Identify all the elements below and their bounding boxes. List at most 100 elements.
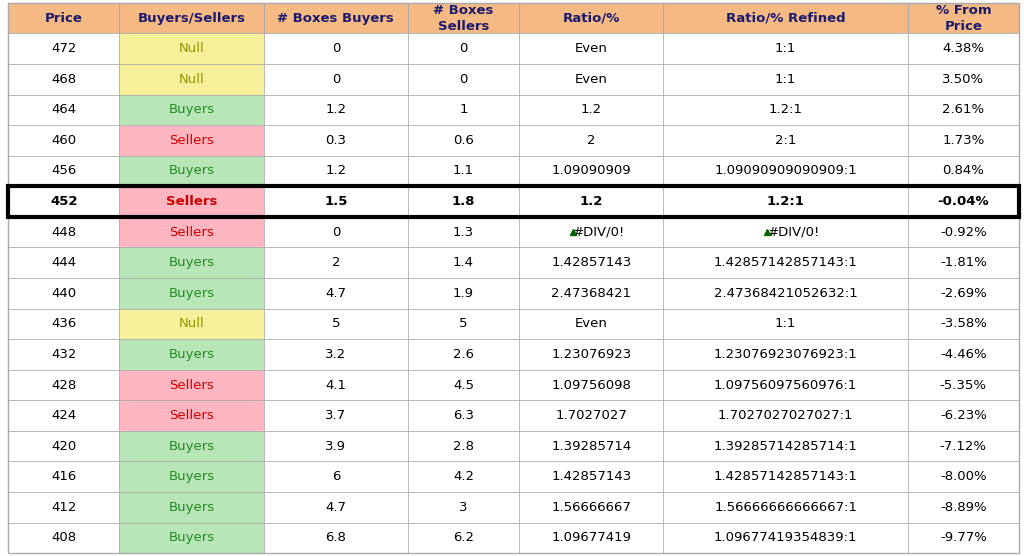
Bar: [408, 431, 519, 461]
Text: 1.3: 1.3: [453, 226, 474, 239]
Text: 4.2: 4.2: [453, 470, 474, 483]
Text: Even: Even: [574, 42, 607, 55]
Text: 6.8: 6.8: [326, 532, 346, 544]
Text: 1:1: 1:1: [775, 42, 797, 55]
Bar: [408, 33, 519, 64]
Text: 1.09090909: 1.09090909: [552, 165, 631, 177]
Bar: [519, 247, 664, 278]
Text: % From
Price: % From Price: [936, 3, 991, 33]
Bar: [908, 64, 1019, 95]
Text: Even: Even: [574, 317, 607, 330]
Text: 1.2: 1.2: [326, 103, 346, 116]
Bar: [908, 186, 1019, 217]
Text: 4.7: 4.7: [326, 501, 346, 514]
Bar: [908, 400, 1019, 431]
Text: 1.23076923: 1.23076923: [551, 348, 632, 361]
Bar: [263, 3, 408, 33]
Bar: [519, 492, 664, 523]
Text: # Boxes Buyers: # Boxes Buyers: [278, 12, 394, 24]
Bar: [408, 492, 519, 523]
Bar: [908, 278, 1019, 309]
Text: 1.7027027: 1.7027027: [555, 409, 628, 422]
Bar: [263, 156, 408, 186]
Text: 2:1: 2:1: [775, 134, 797, 147]
Text: 1.2:1: 1.2:1: [767, 195, 805, 208]
Bar: [908, 431, 1019, 461]
Text: 424: 424: [51, 409, 77, 422]
Text: 4.7: 4.7: [326, 287, 346, 300]
Text: Sellers: Sellers: [169, 134, 214, 147]
Text: 1.2: 1.2: [581, 103, 602, 116]
Text: #DIV/0!: #DIV/0!: [768, 226, 820, 239]
Text: Buyers: Buyers: [168, 103, 214, 116]
Bar: [119, 95, 263, 125]
Bar: [664, 33, 908, 64]
Text: 1.09756097560976:1: 1.09756097560976:1: [714, 379, 857, 391]
Text: # Boxes
Sellers: # Boxes Sellers: [433, 3, 494, 33]
Bar: [119, 247, 263, 278]
Bar: [408, 309, 519, 339]
Bar: [8, 186, 119, 217]
Bar: [408, 370, 519, 400]
Text: 6: 6: [332, 470, 340, 483]
Bar: [664, 3, 908, 33]
Text: #DIV/0!: #DIV/0!: [573, 226, 626, 239]
Bar: [908, 461, 1019, 492]
Text: -0.04%: -0.04%: [938, 195, 989, 208]
Bar: [263, 247, 408, 278]
Bar: [8, 156, 119, 186]
Text: -6.23%: -6.23%: [940, 409, 987, 422]
Bar: [519, 431, 664, 461]
Text: 1.42857142857143:1: 1.42857142857143:1: [714, 470, 857, 483]
Bar: [119, 431, 263, 461]
Bar: [263, 523, 408, 553]
Text: 0.84%: 0.84%: [942, 165, 984, 177]
Text: 5: 5: [460, 317, 468, 330]
Bar: [119, 339, 263, 370]
Bar: [8, 125, 119, 156]
Bar: [119, 186, 263, 217]
Bar: [119, 309, 263, 339]
Bar: [408, 186, 519, 217]
Text: Buyers: Buyers: [168, 470, 214, 483]
Text: 3: 3: [460, 501, 468, 514]
Bar: [119, 400, 263, 431]
Bar: [119, 217, 263, 247]
Text: -5.35%: -5.35%: [940, 379, 987, 391]
Bar: [8, 492, 119, 523]
Text: -3.58%: -3.58%: [940, 317, 987, 330]
Text: 0: 0: [460, 42, 468, 55]
Text: 0: 0: [332, 73, 340, 86]
Bar: [519, 95, 664, 125]
Text: 460: 460: [51, 134, 76, 147]
Text: 1.39285714285714:1: 1.39285714285714:1: [714, 440, 857, 453]
Text: Buyers: Buyers: [168, 348, 214, 361]
Text: 464: 464: [51, 103, 76, 116]
Bar: [519, 217, 664, 247]
Bar: [263, 370, 408, 400]
Text: 2: 2: [587, 134, 596, 147]
Text: Sellers: Sellers: [169, 379, 214, 391]
Text: Null: Null: [178, 42, 205, 55]
Bar: [119, 492, 263, 523]
Bar: [908, 33, 1019, 64]
Bar: [664, 370, 908, 400]
Text: 1.2: 1.2: [326, 165, 346, 177]
Text: 0: 0: [460, 73, 468, 86]
Text: 1.09756098: 1.09756098: [551, 379, 631, 391]
Text: 3.9: 3.9: [326, 440, 346, 453]
Bar: [519, 523, 664, 553]
Bar: [263, 217, 408, 247]
Bar: [664, 247, 908, 278]
Text: 472: 472: [51, 42, 77, 55]
Text: 1:1: 1:1: [775, 73, 797, 86]
Text: 1.2:1: 1.2:1: [769, 103, 803, 116]
Bar: [664, 400, 908, 431]
Text: Buyers: Buyers: [168, 256, 214, 269]
Bar: [408, 523, 519, 553]
Text: 0: 0: [332, 42, 340, 55]
Text: -8.00%: -8.00%: [940, 470, 987, 483]
Bar: [8, 339, 119, 370]
Bar: [119, 64, 263, 95]
Text: Buyers: Buyers: [168, 532, 214, 544]
